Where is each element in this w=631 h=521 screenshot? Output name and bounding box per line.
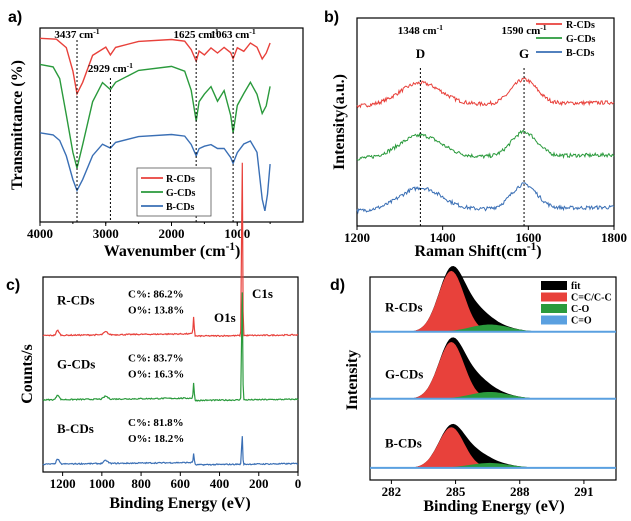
panel-d-frame <box>369 276 617 481</box>
panel-b-frame <box>356 17 615 227</box>
panel-a-xlabel: Wavenumber (cm-1) <box>104 241 241 260</box>
legend-swatch-fit <box>541 281 567 290</box>
raman-line-R-CDs <box>356 77 615 109</box>
xps-oxygen-percent: O%: 13.8% <box>128 304 184 316</box>
legend-label-G-CDs: G-CDs <box>166 188 196 199</box>
panel-b: 1200 1400 1600 1800 <box>344 17 627 245</box>
panel-d-xtick-label: 285 <box>446 484 466 499</box>
ftir-line-B-CDs <box>39 132 271 212</box>
panel-a-xtick-label: 1000 <box>224 226 250 241</box>
panel-a-ylabel: Transmittance (%) <box>9 60 26 190</box>
ftir-peak-label: 3437 cm-1 <box>54 27 99 41</box>
panel-b-letter: b) <box>324 9 339 26</box>
panel-d: 282 285 288 291 <box>369 266 617 499</box>
panel-d-xlabel: Binding Energy (eV) <box>423 498 564 515</box>
xps-sample-G-CDs: G-CDs <box>57 357 95 372</box>
panel-c-xtick-label: 200 <box>249 476 269 491</box>
raman-line-G-CDs <box>356 129 615 161</box>
raman-line-B-CDs <box>356 182 615 215</box>
ftir-peak-label: 1063 cm-1 <box>211 27 256 41</box>
raman-band-G: G <box>519 46 529 61</box>
xps-d-sample-B-CDs: B-CDs <box>385 436 422 451</box>
xps-sample-R-CDs: R-CDs <box>57 292 95 307</box>
raman-peak-value: 1590 cm-1 <box>501 23 546 37</box>
legend-label-C=C/C-C: C=C/C-C <box>571 293 612 304</box>
panel-c-xtick-label: 1200 <box>50 476 76 491</box>
panel-c-frame <box>42 276 299 473</box>
xps-line-R-CDs <box>42 162 298 338</box>
xps-cc-component-B-CDs <box>370 427 616 468</box>
panel-c-xtick-label: 1000 <box>89 476 115 491</box>
xps-d-sample-G-CDs: G-CDs <box>385 367 423 382</box>
raman-peak-value: 1348 cm-1 <box>398 23 443 37</box>
panel-c-ylabel: Counts/s <box>19 344 36 404</box>
panel-b-xtick-label: 1400 <box>430 230 456 245</box>
legend-swatch-C=C/C-C <box>541 292 567 302</box>
xps-oxygen-percent: O%: 16.3% <box>128 369 184 381</box>
xps-co-component-G-CDs <box>370 392 616 399</box>
xps-oxygen-percent: O%: 18.2% <box>128 433 184 445</box>
panel-b-xtick-label: 1200 <box>344 230 370 245</box>
xps-carbon-percent: C%: 83.7% <box>128 353 184 365</box>
legend-label-G-CDs: G-CDs <box>566 34 596 45</box>
ftir-peak-label: 2929 cm-1 <box>88 61 133 75</box>
panel-a-letter: a) <box>8 9 22 26</box>
xps-sample-B-CDs: B-CDs <box>57 421 94 436</box>
xps-d-sample-R-CDs: R-CDs <box>385 300 423 315</box>
legend-label-B-CDs: B-CDs <box>566 48 594 59</box>
xps-co-component-R-CDs <box>370 324 616 332</box>
panel-a-xtick-label: 4000 <box>27 226 53 241</box>
panel-d-xtick-label: 282 <box>382 484 402 499</box>
xps-carbon-percent: C%: 81.8% <box>128 417 184 429</box>
xps-cc-component-G-CDs <box>370 342 616 399</box>
panel-c: 1200 1000 800 600 400 200 0 <box>42 162 302 491</box>
panel-d-xtick-label: 288 <box>510 484 530 499</box>
legend-label-R-CDs: R-CDs <box>166 174 195 185</box>
panel-a: 4000 3000 2000 1000 <box>27 27 304 241</box>
panel-b-ylabel: Intensity(a.u.) <box>331 74 348 170</box>
panel-d-ylabel: Intensity <box>344 350 361 410</box>
panel-d-letter: d) <box>330 277 345 294</box>
panel-c-xtick-label: 0 <box>295 476 302 491</box>
xps-carbon-percent: C%: 86.2% <box>128 288 184 300</box>
panel-d-xtick-label: 291 <box>574 484 594 499</box>
panel-b-xtick-label: 1600 <box>515 230 541 245</box>
xps-line-B-CDs <box>42 436 299 467</box>
panel-a-xtick-label: 2000 <box>159 226 185 241</box>
ftir-line-G-CDs <box>39 63 271 169</box>
panel-b-xlabel: Raman Shift(cm-1) <box>414 241 541 260</box>
legend-label-C-O: C-O <box>571 304 590 315</box>
legend-label-R-CDs: R-CDs <box>566 20 595 31</box>
panel-a-xtick-label: 3000 <box>93 226 119 241</box>
panel-c-xtick-label: 800 <box>131 476 151 491</box>
legend-label-C=O: C=O <box>571 316 592 327</box>
xps-line-G-CDs <box>42 292 299 402</box>
legend-swatch-C=O <box>541 315 567 325</box>
panel-c-xlabel: Binding Energy (eV) <box>109 495 250 512</box>
xps-cc-component-R-CDs <box>370 270 616 332</box>
panel-c-letter: c) <box>6 277 20 294</box>
legend-swatch-C-O <box>541 304 567 313</box>
xps-co-component-B-CDs <box>370 462 616 468</box>
panel-c-xtick-label: 600 <box>171 476 191 491</box>
ftir-peak-label: 1625 cm-1 <box>174 27 219 41</box>
panel-b-xtick-label: 1800 <box>601 230 627 245</box>
xps-o1s-label: O1s <box>214 310 236 325</box>
ftir-line-R-CDs <box>39 37 271 96</box>
legend-label-B-CDs: B-CDs <box>166 202 194 213</box>
legend-label-fit: fit <box>571 281 581 292</box>
xps-c1s-label: C1s <box>252 286 273 301</box>
raman-band-D: D <box>416 46 425 61</box>
panel-c-xtick-label: 400 <box>210 476 230 491</box>
